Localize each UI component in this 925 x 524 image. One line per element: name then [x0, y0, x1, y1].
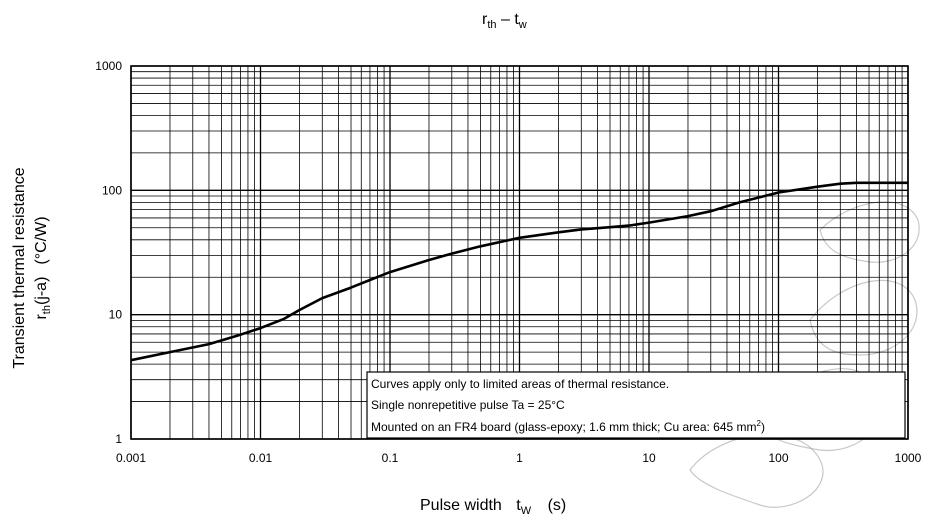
y-axis-title: Transient thermal resistance rth(j-a)(°C… — [11, 167, 53, 368]
x-tick-label: 1000 — [895, 451, 922, 465]
plot-frame — [130, 65, 909, 440]
series-line — [130, 181, 908, 362]
watermark — [689, 201, 920, 508]
x-tick-label: 1 — [516, 451, 523, 465]
annotation-box: Curves apply only to limited areas of th… — [366, 371, 906, 439]
x-tick-label: 100 — [768, 451, 788, 465]
x-tick-label: 0.1 — [382, 451, 399, 465]
chart-title: rth – tw — [482, 11, 527, 31]
x-axis-title: Pulse width tW (s) — [420, 497, 566, 518]
y-tick-labels: 1 10 100 1000 — [95, 59, 122, 446]
x-tick-label: 0.01 — [249, 451, 273, 465]
y-tick-label: 10 — [109, 308, 123, 322]
annotation-line-2: Single nonrepetitive pulse Ta = 25°C — [371, 398, 565, 412]
x-tick-label: 0.001 — [116, 451, 146, 465]
x-tick-label: 10 — [642, 451, 656, 465]
y-tick-label: 1000 — [95, 59, 122, 73]
x-tick-labels: 0.001 0.01 0.1 1 10 100 1000 — [116, 451, 922, 465]
annotation-line-3: Mounted on an FR4 board (glass-epoxy; 1.… — [371, 419, 765, 434]
y-tick-label: 100 — [102, 183, 122, 197]
svg-text:rth – tw: rth – tw — [482, 11, 527, 31]
svg-text:Pulse width tW (s): Pulse width tW (s) — [420, 497, 566, 518]
y-tick-label: 1 — [115, 432, 122, 446]
svg-text:rth(j-a)(°C/W): rth(j-a)(°C/W) — [33, 216, 53, 319]
annotation-line-1: Curves apply only to limited areas of th… — [371, 377, 669, 391]
svg-text:Transient thermal resistance: Transient thermal resistance — [11, 167, 28, 368]
